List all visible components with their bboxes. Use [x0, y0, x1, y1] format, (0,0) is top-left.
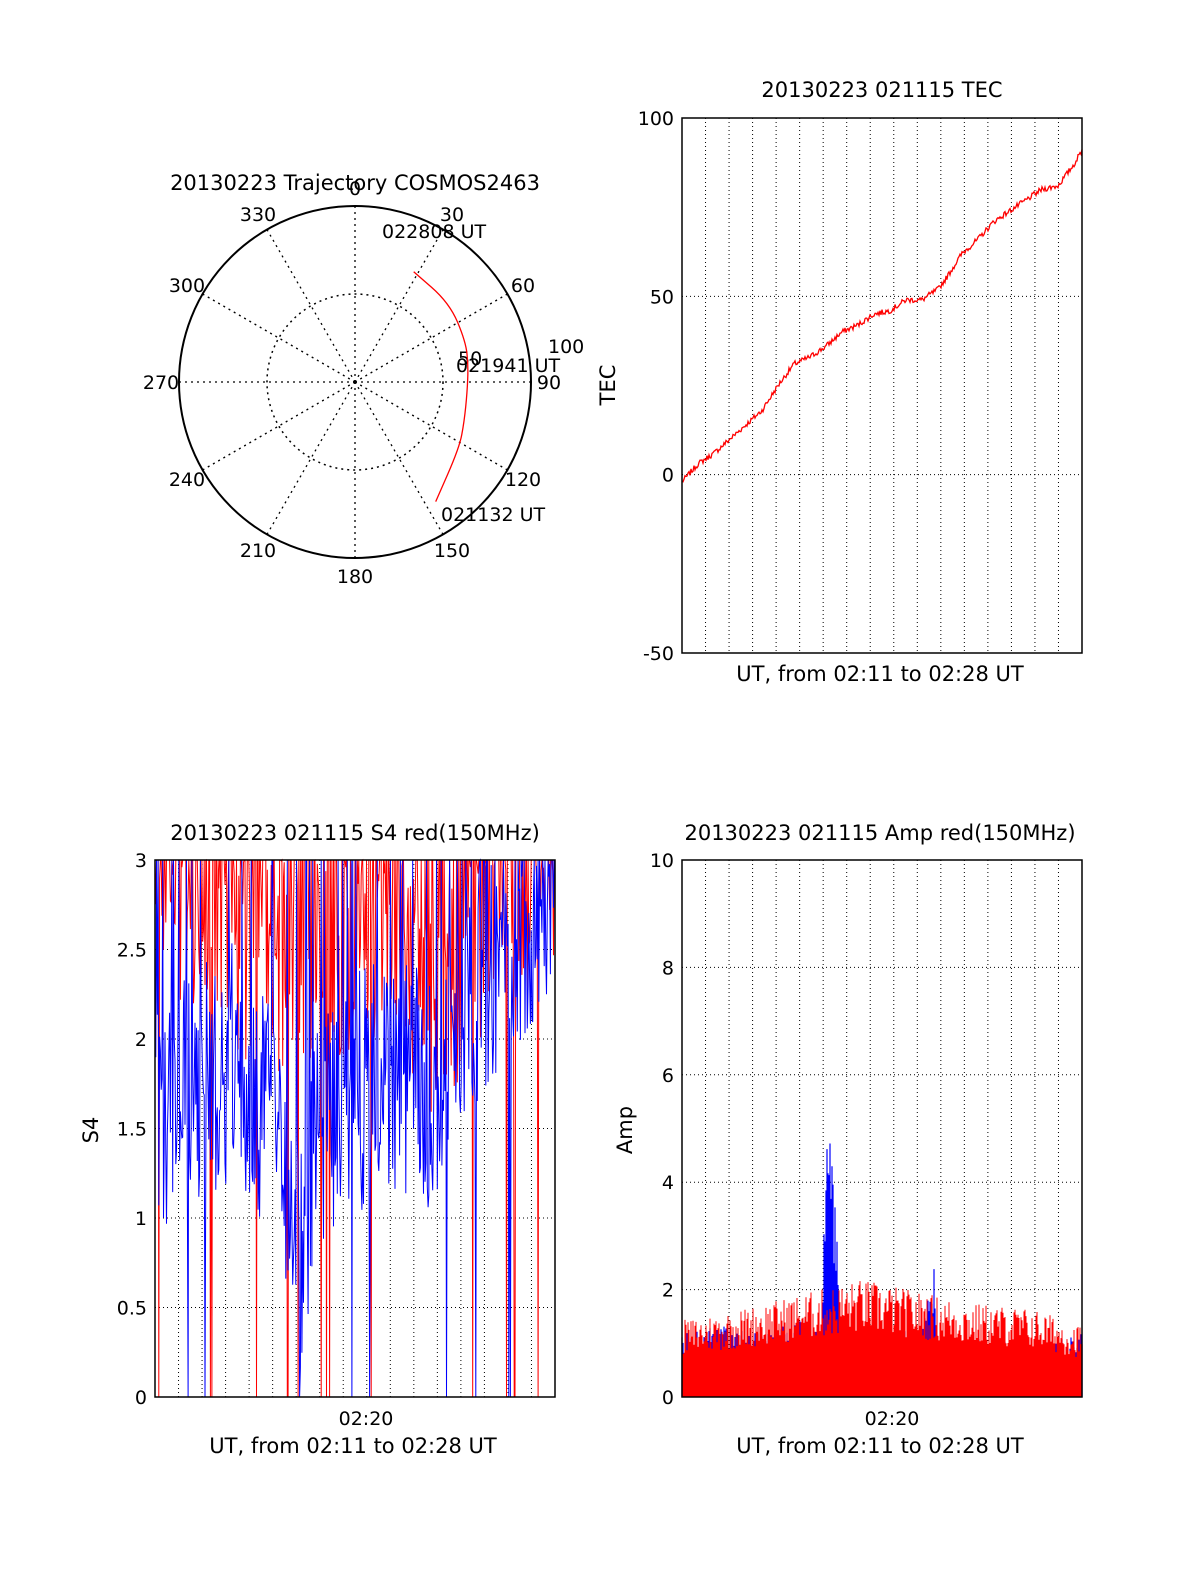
amp-grid — [682, 860, 1082, 1397]
azimuth-spoke-210 — [266, 381, 356, 535]
tec-panel: 20130223 021115 TEC -50 0 50 100 UT, from 0… — [596, 78, 1083, 686]
azimuth-label-120: 120 — [505, 469, 541, 491]
s4-x-tick-0220: 02:20 — [339, 1408, 394, 1430]
amp-title: 20130223 021115 Amp red(150MHz) — [684, 821, 1075, 845]
azimuth-label-30: 30 — [440, 204, 464, 226]
y-tick-label: 2 — [662, 1280, 674, 1302]
y-tick-label: 0 — [662, 465, 674, 487]
y-tick-label: 6 — [662, 1065, 674, 1087]
azimuth-spoke-30 — [354, 229, 444, 383]
azimuth-spoke-120 — [354, 381, 508, 471]
series-line-1 — [681, 1281, 1083, 1397]
y-tick-label: 0.5 — [117, 1298, 147, 1320]
series-line-1 — [154, 858, 555, 1398]
amp-x-tick-0220: 02:20 — [865, 1408, 920, 1430]
s4-panel: 20130223 021115 S4 red(150MHz) 0 0.5 1 1.5 2… — [79, 821, 556, 1458]
y-tick-label: 3 — [135, 850, 147, 872]
s4-plot-frame — [154, 859, 556, 1398]
trajectory-mid-time: 021941 UT — [456, 355, 560, 377]
azimuth-label-270: 270 — [143, 372, 179, 394]
series-line-0 — [681, 149, 1083, 483]
amp-series — [681, 1143, 1083, 1397]
azimuth-label-90: 90 — [537, 372, 561, 394]
trajectory-line — [413, 271, 469, 502]
y-tick-label: 50 — [650, 286, 674, 308]
tec-y-ticks: -50 0 50 100 — [638, 108, 674, 665]
azimuth-spoke-300 — [202, 293, 356, 383]
azimuth-label-210: 210 — [240, 540, 276, 562]
s4-y-ticks: 0 0.5 1 1.5 2 2.5 3 — [117, 850, 147, 1409]
radial-label-50: 50 — [458, 348, 482, 370]
amp-y-ticks: 0 2 4 6 8 10 — [650, 850, 674, 1409]
amp-plot-frame — [681, 859, 1083, 1398]
y-tick-label: 2 — [135, 1029, 147, 1051]
y-tick-label: 10 — [650, 850, 674, 872]
radial-label-100: 100 — [548, 336, 584, 358]
azimuth-label-0: 0 — [349, 178, 361, 200]
s4-title: 20130223 021115 S4 red(150MHz) — [170, 821, 540, 845]
y-tick-label: 8 — [662, 957, 674, 979]
azimuth-label-150: 150 — [434, 540, 470, 562]
tec-ylabel: TEC — [596, 365, 620, 407]
tec-series — [681, 149, 1083, 483]
tec-title: 20130223 021115 TEC — [761, 78, 1002, 102]
amp-ylabel: Amp — [613, 1106, 637, 1154]
tec-xlabel: UT, from 02:11 to 02:28 UT — [736, 662, 1024, 686]
elevation-50-circle — [266, 293, 444, 471]
y-tick-label: 100 — [638, 108, 674, 130]
azimuth-label-180: 180 — [337, 566, 373, 588]
y-tick-label: 1 — [135, 1208, 147, 1230]
azimuth-label-300: 300 — [169, 275, 205, 297]
y-tick-label: -50 — [643, 643, 674, 665]
azimuth-label-60: 60 — [511, 275, 535, 297]
trajectory-end-time: 022808 UT — [382, 221, 486, 243]
tec-plot-frame — [681, 117, 1083, 654]
azimuth-label-330: 330 — [240, 204, 276, 226]
s4-xlabel: UT, from 02:11 to 02:28 UT — [209, 1434, 497, 1458]
trajectory-title: 20130223 Trajectory COSMOS2463 — [170, 171, 540, 195]
trajectory-start-time: 021132 UT — [441, 504, 545, 526]
amp-xlabel: UT, from 02:11 to 02:28 UT — [736, 1434, 1024, 1458]
y-tick-label: 4 — [662, 1172, 674, 1194]
y-tick-label: 0 — [135, 1387, 147, 1409]
s4-ylabel: S4 — [79, 1117, 103, 1144]
azimuth-labels: 0 30 60 90 120 150 180 210 240 270 300 330 — [143, 178, 561, 588]
azimuth-label-240: 240 — [169, 469, 205, 491]
trajectory-panel: 20130223 Trajectory COSMOS2463 0 30 60 90 12… — [143, 171, 584, 588]
y-tick-label: 0 — [662, 1387, 674, 1409]
amp-panel: 20130223 021115 Amp red(150MHz) 0246810 … — [613, 821, 1083, 1458]
y-tick-label: 1.5 — [117, 1119, 147, 1141]
tec-grid — [682, 118, 1082, 653]
y-tick-label: 2.5 — [117, 940, 147, 962]
